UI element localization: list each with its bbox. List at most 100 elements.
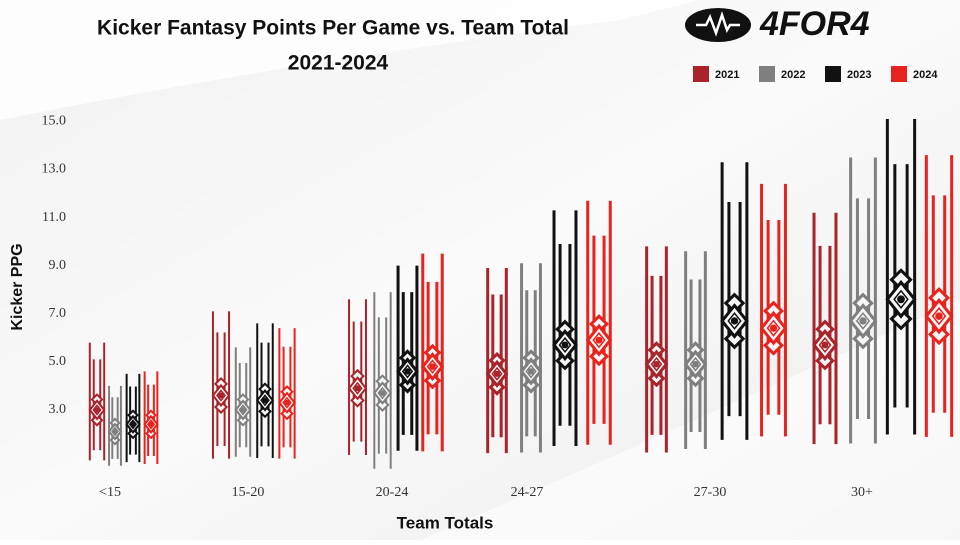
glyph — [143, 371, 159, 464]
legend-label: 2021 — [715, 69, 739, 81]
mean-dot — [595, 336, 603, 344]
legend-swatch — [693, 66, 709, 82]
mean-dot — [429, 363, 436, 370]
chart-subtitle: 2021-2024 — [288, 52, 389, 75]
glyph — [88, 342, 106, 461]
glyph — [720, 162, 749, 440]
mean-dot — [561, 341, 569, 349]
y-tick-label: 7.0 — [49, 306, 67, 321]
brush — [0, 0, 700, 120]
x-tick-label: 24-27 — [511, 485, 544, 500]
inner-diamond — [727, 312, 742, 330]
y-tick-label: 5.0 — [49, 354, 67, 369]
glyph — [107, 385, 123, 466]
mean-dot — [493, 370, 501, 377]
inner-diamond — [592, 331, 606, 349]
mean-dot — [653, 360, 660, 368]
inner-diamond — [238, 404, 248, 416]
logo: 4FOR4 — [685, 5, 870, 43]
glyph — [683, 251, 708, 449]
inner-diamond — [401, 364, 414, 379]
y-tick-label: 13.0 — [42, 162, 67, 177]
y-tick-label: 3.0 — [49, 402, 67, 417]
legend-swatch — [759, 66, 775, 82]
brand: 4FOR4 — [759, 5, 870, 43]
inner-diamond — [282, 396, 292, 409]
mean-dot — [94, 407, 100, 413]
brush — [420, 300, 960, 540]
mean-dot — [240, 407, 246, 413]
inner-diamond — [525, 364, 537, 379]
side-diamond — [889, 307, 913, 331]
mean-dot — [354, 385, 361, 392]
mean-dot — [897, 295, 905, 304]
mean-dot — [379, 390, 386, 396]
inner-diamond — [260, 394, 270, 407]
mean-dot — [527, 368, 535, 375]
x-axis-title: Team Totals — [397, 513, 494, 532]
mean-dot — [130, 421, 136, 427]
glyph — [885, 119, 917, 435]
legend-label: 2024 — [913, 69, 938, 81]
mean-dot — [935, 312, 943, 320]
glyph — [255, 323, 275, 458]
inner-diamond — [558, 336, 572, 354]
inner-diamond — [650, 356, 663, 372]
inner-diamond — [491, 366, 503, 381]
inner-diamond — [855, 312, 871, 330]
mean-dot — [769, 324, 778, 332]
inner-diamond — [216, 389, 226, 402]
inner-diamond — [931, 307, 947, 326]
inner-diamond — [92, 404, 102, 416]
mean-dot — [404, 368, 411, 375]
x-tick-label: 15-20 — [232, 485, 265, 500]
inner-diamond — [689, 356, 702, 372]
glyph — [644, 246, 669, 453]
glyph — [759, 183, 788, 437]
glyph — [125, 373, 141, 463]
mean-dot — [262, 397, 268, 404]
x-tick-label: 27-30 — [694, 485, 727, 500]
glyph — [552, 210, 578, 446]
inner-diamond — [818, 336, 832, 354]
glyph — [278, 328, 296, 459]
mean-dot — [692, 360, 699, 368]
x-tick-label: 30+ — [851, 485, 873, 500]
legend-label: 2022 — [781, 69, 805, 81]
legend-swatch — [891, 66, 907, 82]
mean-dot — [859, 317, 867, 325]
glyph — [347, 299, 368, 455]
glyph — [924, 155, 954, 437]
y-tick-label: 15.0 — [42, 114, 67, 129]
mean-dot — [821, 341, 829, 349]
y-tick-label: 11.0 — [42, 210, 66, 225]
y-axis-title: Kicker PPG — [9, 243, 26, 330]
glyph — [396, 265, 419, 451]
legend-swatch — [825, 66, 841, 82]
glyph — [485, 268, 509, 454]
inner-diamond — [893, 289, 909, 310]
logo-pulse — [696, 11, 740, 37]
legend-label: 2023 — [847, 69, 871, 81]
mean-dot — [730, 317, 739, 325]
glyph — [519, 263, 543, 453]
glyph — [812, 212, 838, 445]
chart-title: Kicker Fantasy Points Per Game vs. Team … — [97, 17, 569, 40]
x-tick-label: 20-24 — [376, 485, 409, 500]
inner-diamond — [426, 359, 439, 374]
mean-dot — [218, 392, 224, 399]
glyph — [848, 157, 878, 444]
inner-diamond — [766, 319, 781, 337]
glyph — [420, 253, 445, 452]
mean-dot — [284, 399, 290, 406]
inner-diamond — [352, 381, 363, 395]
x-tick-label: <15 — [99, 485, 121, 500]
glyph — [234, 347, 252, 457]
glyph — [585, 200, 613, 445]
glyph — [211, 311, 231, 459]
inner-diamond — [377, 386, 388, 400]
mean-dot — [112, 428, 118, 435]
y-tick-label: 9.0 — [49, 258, 67, 273]
mean-dot — [148, 421, 154, 427]
